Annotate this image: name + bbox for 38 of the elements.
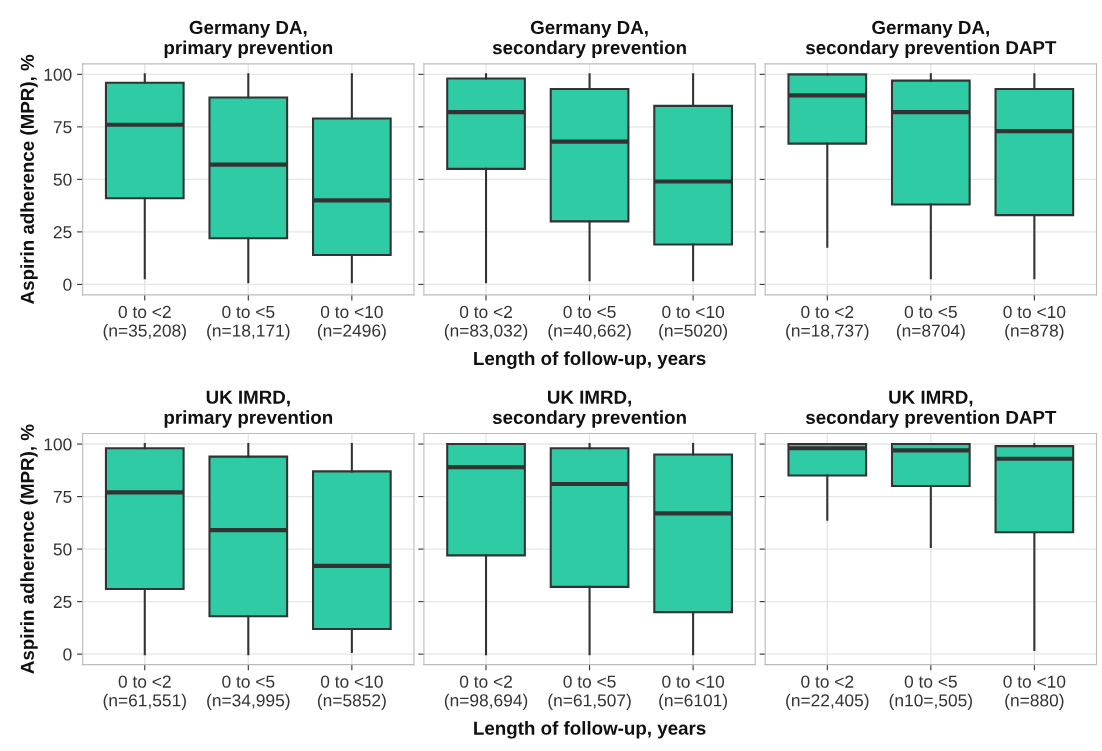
y-tick-label: 75 <box>53 490 72 504</box>
chart-title: Germany DA, primary prevention <box>164 20 333 58</box>
y-tick-label: 0 <box>63 648 72 661</box>
chart-title: Germany DA, secondary prevention DAPT <box>805 20 1057 58</box>
x-tick-label: 0 to <5 (n=8704) <box>896 305 965 341</box>
x-tick-label: 0 to <10 (n=878) <box>1003 305 1066 341</box>
x-tick-label: 0 to <2 (n=61,551) <box>103 675 186 710</box>
x-tick-label: 0 to <10 (n=5852) <box>317 675 386 710</box>
y-tick-label: 75 <box>53 121 72 134</box>
y-tick-label: 25 <box>53 226 72 239</box>
x-tick-label: 0 to <5 (n=18,171) <box>207 305 290 341</box>
x-tick-label: 0 to <5 (n=34,995) <box>207 675 290 710</box>
x-tick-label: 0 to <5 (n=61,507) <box>548 675 631 710</box>
chart-title: UK IMRD, secondary prevention <box>492 390 686 428</box>
y-tick-label: 0 <box>63 278 72 291</box>
x-tick-label: 0 to <10 (n=6101) <box>659 675 728 710</box>
y-tick-label: 100 <box>44 68 72 81</box>
y-tick-label: 50 <box>53 543 72 556</box>
y-axis-title: Aspirin adherence (MPR), % <box>20 424 38 674</box>
x-axis-title: Length of follow-up, years <box>474 721 706 739</box>
x-tick-label: 0 to <2 (n=18,737) <box>786 305 869 341</box>
chart-title: UK IMRD, primary prevention <box>164 390 333 428</box>
y-axis-title: Aspirin adherence (MPR), % <box>20 54 38 304</box>
x-tick-label: 0 to <2 (n=83,032) <box>444 305 528 341</box>
x-tick-label: 0 to <2 (n=22,405) <box>786 675 869 710</box>
x-tick-label: 0 to <2 (n=98,694) <box>444 675 528 710</box>
x-tick-label: 0 to <5 (n=40,662) <box>548 305 631 341</box>
chart-title: UK IMRD, secondary prevention DAPT <box>805 390 1057 428</box>
x-axis-title: Length of follow-up, years <box>474 351 706 369</box>
chart-title: Germany DA, secondary prevention <box>492 20 686 58</box>
y-tick-label: 50 <box>53 173 72 186</box>
y-tick-label: 25 <box>53 595 72 609</box>
y-tick-label: 100 <box>44 438 72 451</box>
x-tick-label: 0 to <5 (n10=,505) <box>889 675 972 710</box>
x-tick-label: 0 to <10 (n=2496) <box>317 305 386 341</box>
x-tick-label: 0 to <10 (n=5020) <box>659 305 728 341</box>
x-tick-label: 0 to <10 (n=880) <box>1003 675 1066 710</box>
x-tick-label: 0 to <2 (n=35,208) <box>103 305 186 341</box>
